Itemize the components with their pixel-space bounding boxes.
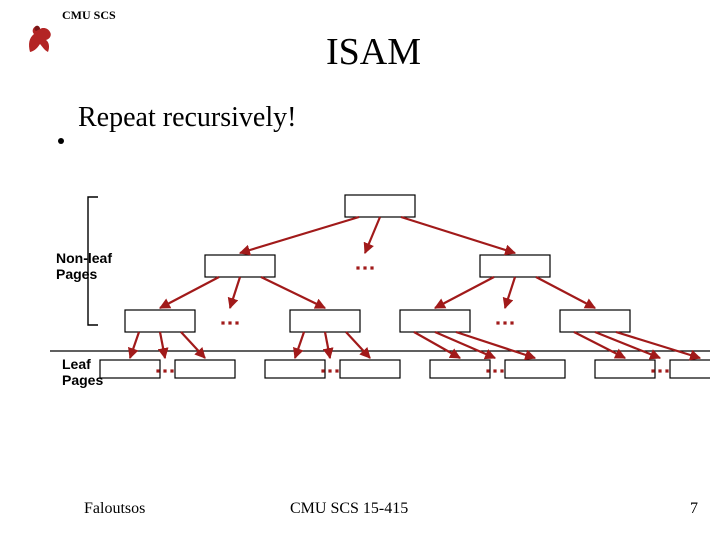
- isam-tree-diagram: [50, 175, 710, 395]
- footer-center: CMU SCS 15-415: [290, 500, 408, 518]
- bullet-dot-icon: [58, 138, 64, 144]
- footer-left: Faloutsos: [84, 500, 145, 518]
- header-logo: [26, 22, 54, 54]
- bullet-item: Repeat recursively!: [58, 102, 296, 134]
- header-org: CMU SCS: [62, 8, 116, 23]
- footer-right: 7: [690, 500, 698, 518]
- bullet-text: Repeat recursively!: [78, 102, 296, 134]
- slide-title: ISAM: [326, 30, 421, 74]
